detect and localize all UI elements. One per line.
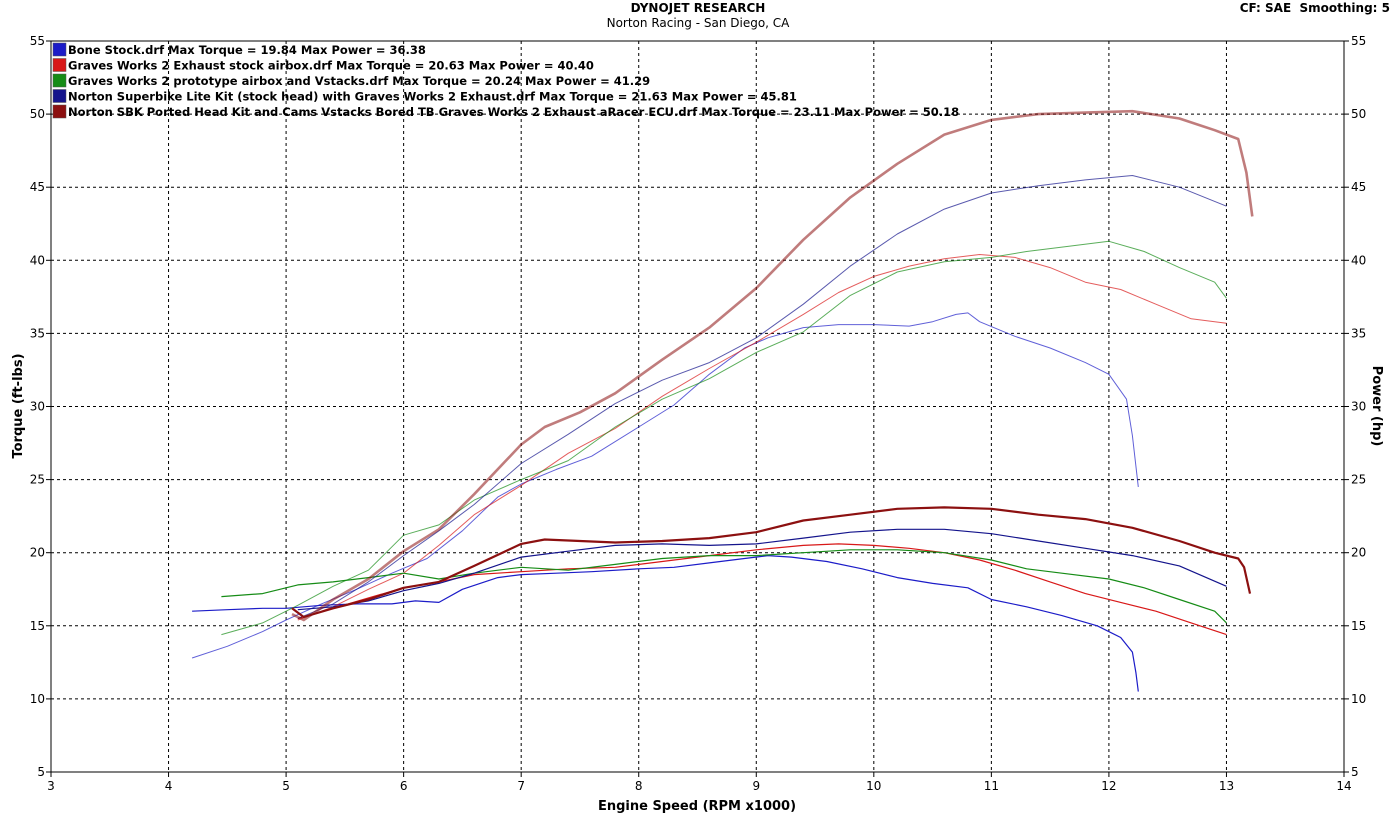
y-tick-label: 35 <box>30 326 45 340</box>
x-tick-label: 3 <box>47 779 55 793</box>
x-axis-label: Engine Speed (RPM x1000) <box>598 799 796 814</box>
torque-curve-1 <box>192 555 1139 692</box>
legend-swatch-3 <box>52 73 67 88</box>
smoothing-value: Smoothing: 5 <box>1299 1 1391 15</box>
y2-tick-label: 10 <box>1351 692 1366 706</box>
y2-tick-label: 35 <box>1351 326 1366 340</box>
legend-label-2: Graves Works 2 Exhaust stock airbox.drf … <box>68 59 594 73</box>
legend-label-4: Norton Superbike Lite Kit (stock head) w… <box>68 90 797 104</box>
y-tick-label: 40 <box>30 253 45 267</box>
y-tick-label: 45 <box>30 180 45 194</box>
legend: Bone Stock.drf Max Torque = 19.84 Max Po… <box>52 42 959 119</box>
legend-swatch-1 <box>52 42 67 57</box>
x-tick-label: 5 <box>282 779 290 793</box>
torque-curve-4 <box>297 528 1227 611</box>
y2-tick-label: 5 <box>1351 765 1359 779</box>
correction-settings: CF: SAE Smoothing: 5 <box>1240 1 1390 15</box>
x-tick-label: 11 <box>984 779 999 793</box>
x-tick-label: 12 <box>1101 779 1116 793</box>
plot-area <box>50 40 1345 773</box>
legend-swatch-2 <box>52 58 67 72</box>
x-tick-label: 9 <box>752 779 760 793</box>
y2-tick-label: 30 <box>1351 400 1366 414</box>
power-curve-2 <box>297 254 1227 621</box>
legend-label-3: Graves Works 2 prototype airbox and Vsta… <box>68 74 650 88</box>
y2-tick-label: 25 <box>1351 473 1366 487</box>
y-tick-label: 25 <box>30 473 45 487</box>
x-tick-label: 6 <box>400 779 408 793</box>
y-axis-label: Torque (ft-lbs) <box>11 353 26 458</box>
legend-swatch-5 <box>52 104 67 119</box>
y-tick-label: 20 <box>30 546 45 560</box>
y2-tick-label: 20 <box>1351 546 1366 560</box>
y-tick-label: 55 <box>30 34 45 48</box>
legend-label-1: Bone Stock.drf Max Torque = 19.84 Max Po… <box>68 43 426 57</box>
y-tick-label: 30 <box>30 400 45 414</box>
x-tick-label: 8 <box>635 779 643 793</box>
y-tick-label: 10 <box>30 692 45 706</box>
y-tick-label: 50 <box>30 107 45 121</box>
x-tick-label: 14 <box>1336 779 1351 793</box>
y2-tick-label: 55 <box>1351 34 1366 48</box>
power-curve-1 <box>191 312 1139 659</box>
grid-lines <box>51 41 1344 772</box>
y2-tick-label: 50 <box>1351 107 1366 121</box>
chart-subtitle: Norton Racing - San Diego, CA <box>606 16 790 30</box>
y2-tick-label: 15 <box>1351 619 1366 633</box>
torque-curve-3 <box>221 549 1227 624</box>
power-curve-3 <box>221 240 1227 636</box>
y-tick-label: 5 <box>37 765 45 779</box>
y2-tick-label: 40 <box>1351 253 1366 267</box>
y2-tick-label: 45 <box>1351 180 1366 194</box>
x-tick-label: 10 <box>866 779 881 793</box>
power-curve-5 <box>291 109 1254 622</box>
power-curve-4 <box>297 175 1227 619</box>
legend-label-5: Norton SBK Ported Head Kit and Cams Vsta… <box>68 105 959 119</box>
torque-curve-5 <box>291 506 1252 619</box>
x-tick-label: 13 <box>1219 779 1234 793</box>
legend-swatch-4 <box>52 89 67 103</box>
x-tick-label: 4 <box>165 779 173 793</box>
y-tick-label: 15 <box>30 619 45 633</box>
x-tick-label: 7 <box>517 779 525 793</box>
correction-factor: CF: SAE <box>1239 1 1292 15</box>
chart-title: DYNOJET RESEARCH <box>630 1 766 15</box>
y2-axis-label: Power (hp) <box>1369 366 1384 447</box>
series-layer <box>191 109 1254 692</box>
